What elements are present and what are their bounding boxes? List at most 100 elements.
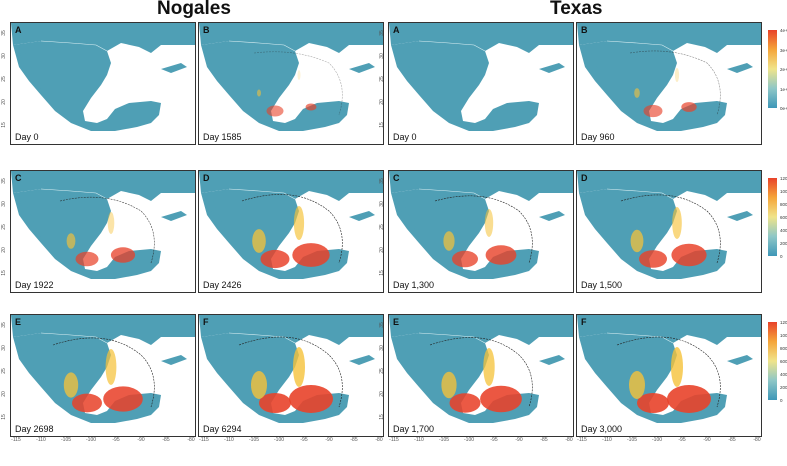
y-tick-label: 25 (0, 76, 7, 82)
x-tick-label: -100 (463, 437, 475, 443)
title-nogales: Nogales (157, 0, 231, 19)
panel-day-label: Day 1,700 (393, 424, 435, 434)
panel-day-label: Day 1585 (203, 132, 242, 142)
x-tick-label: -115 (577, 437, 587, 443)
x-tick-label: -110 (414, 437, 424, 443)
y-tick-label: 25 (378, 368, 385, 374)
legend-tick-label: 600000 (780, 359, 787, 364)
y-tick-label: 30 (0, 201, 7, 207)
y-tick-label: 20 (0, 99, 7, 105)
panel-day-label: Day 1,300 (393, 280, 435, 290)
map-panel: D Day 1,500 (576, 170, 762, 293)
map-panel: B Day 960 (576, 22, 762, 145)
x-tick-label: -105 (438, 437, 450, 443)
x-tick-label: -100 (651, 437, 663, 443)
legend-tick-label: 800000 (780, 346, 787, 351)
legend-tick-label: 4e+05 (780, 28, 787, 33)
panel-day-label: Day 960 (581, 132, 615, 142)
y-tick-label: 15 (0, 414, 7, 420)
x-tick-label: -85 (540, 437, 548, 443)
x-tick-label: -105 (60, 437, 72, 443)
legend-tick-label: 400000 (780, 228, 787, 233)
x-tick-label: -100 (273, 437, 285, 443)
y-tick-label: 30 (0, 53, 7, 59)
x-axis: -115 -110 -105 -100 -95 -90 -85 -80 (198, 437, 384, 447)
y-tick-label: 35 (0, 30, 7, 36)
y-tick-label: 15 (0, 270, 7, 276)
panel-day-label: Day 3,000 (581, 424, 623, 434)
legend-tick-label: 800000 (780, 202, 787, 207)
y-tick-label: 30 (378, 53, 385, 59)
y-tick-label: 25 (378, 224, 385, 230)
x-tick-label: -110 (602, 437, 612, 443)
legend-tick-label: 3e+05 (780, 47, 787, 53)
legend-tick-label: 600000 (780, 215, 787, 220)
x-tick-label: -80 (565, 437, 573, 443)
panel-day-label: Day 1,500 (581, 280, 623, 290)
x-tick-label: -115 (199, 437, 209, 443)
panel-day-label: Day 0 (393, 132, 417, 142)
y-tick-label: 15 (378, 414, 385, 420)
x-tick-label: -85 (728, 437, 736, 443)
panel-day-label: Day 1922 (15, 280, 54, 290)
x-tick-label: -90 (515, 437, 523, 443)
map-panel: E Day 2698 (10, 314, 196, 437)
legend-tick-label: 1200000 (780, 320, 787, 325)
map-panel: B Day 1585 (198, 22, 384, 145)
legend-tick-label: 200000 (780, 385, 787, 390)
y-tick-label: 35 (0, 322, 7, 328)
panel-letter: A (393, 25, 400, 35)
x-tick-label: -80 (187, 437, 195, 443)
x-tick-label: -90 (703, 437, 711, 443)
x-tick-label: -95 (678, 437, 686, 443)
panel-letter: B (581, 25, 588, 35)
panel-letter: F (203, 317, 209, 327)
y-tick-label: 35 (378, 178, 385, 184)
panel-day-label: Day 0 (15, 132, 39, 142)
y-tick-label: 20 (0, 247, 7, 253)
x-axis: -115 -110 -105 -100 -95 -90 -85 -80 (576, 437, 762, 447)
x-tick-label: -115 (11, 437, 21, 443)
panel-letter: E (393, 317, 400, 327)
map-panel: E Day 1,700 (388, 314, 574, 437)
x-tick-label: -85 (350, 437, 358, 443)
x-axis: -115 -110 -105 -100 -95 -90 -85 -80 (388, 437, 574, 447)
map-panel: C Day 1,300 (388, 170, 574, 293)
panel-letter: C (393, 173, 400, 183)
y-tick-label: 20 (378, 247, 385, 253)
color-legend: 1200000 1000000 800000 600000 400000 200000 0 (764, 314, 787, 437)
x-tick-label: -115 (389, 437, 399, 443)
x-tick-label: -95 (490, 437, 498, 443)
map-panel: A Day 0 (10, 22, 196, 145)
legend-tick-label: 400000 (780, 372, 787, 377)
legend-gradient-bar (768, 178, 777, 256)
panel-letter: B (203, 25, 210, 35)
y-tick-label: 25 (378, 76, 385, 82)
x-tick-label: -80 (753, 437, 761, 443)
legend-tick-label: 1000000 (780, 189, 787, 194)
panel-letter: A (15, 25, 22, 35)
panel-letter: E (15, 317, 22, 327)
x-tick-label: -95 (300, 437, 308, 443)
x-tick-label: -85 (162, 437, 170, 443)
x-tick-label: -100 (85, 437, 97, 443)
y-tick-label: 30 (378, 201, 385, 207)
panel-day-label: Day 2426 (203, 280, 242, 290)
x-tick-label: -110 (36, 437, 46, 443)
legend-tick-label: 1200000 (780, 176, 787, 181)
y-tick-label: 25 (0, 368, 7, 374)
y-tick-label: 15 (378, 270, 385, 276)
legend-tick-label: 0 (780, 254, 783, 259)
y-tick-label: 30 (0, 345, 7, 351)
x-tick-label: -105 (248, 437, 260, 443)
panel-day-label: Day 2698 (15, 424, 54, 434)
panel-letter: C (15, 173, 22, 183)
map-panel: A Day 0 (388, 22, 574, 145)
title-texas: Texas (550, 0, 603, 19)
legend-tick-label: 1000000 (780, 333, 787, 338)
x-tick-label: -90 (137, 437, 145, 443)
panel-day-label: Day 6294 (203, 424, 242, 434)
x-tick-label: -105 (626, 437, 638, 443)
legend-tick-label: 2e+05 (780, 67, 787, 72)
legend-gradient-bar (768, 322, 777, 400)
